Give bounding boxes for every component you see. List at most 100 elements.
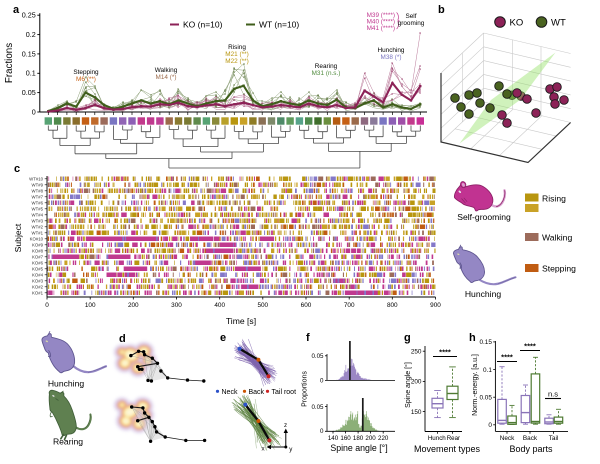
svg-text:KO (n=10): KO (n=10)	[183, 20, 223, 30]
svg-text:700: 700	[344, 302, 355, 309]
svg-text:WT#8: WT#8	[32, 188, 44, 193]
svg-text:Hunching: Hunching	[465, 289, 502, 299]
svg-text:Stepping: Stepping	[542, 264, 576, 274]
svg-text:150: 150	[411, 409, 422, 416]
svg-text:KO#10: KO#10	[30, 236, 44, 241]
svg-text:0: 0	[488, 422, 492, 429]
svg-text:Walking: Walking	[155, 67, 178, 74]
svg-text:c: c	[14, 163, 20, 175]
svg-text:Self: Self	[405, 13, 416, 20]
svg-text:e: e	[220, 332, 226, 344]
svg-text:0.2: 0.2	[26, 30, 36, 39]
svg-text:0.15: 0.15	[22, 49, 36, 58]
svg-text:WT#2: WT#2	[32, 224, 44, 229]
svg-text:g: g	[404, 332, 411, 344]
svg-text:M14 (*): M14 (*)	[156, 74, 177, 81]
svg-text:Stepping: Stepping	[73, 69, 99, 76]
svg-text:KO#6: KO#6	[32, 260, 44, 265]
svg-text:WT#10: WT#10	[29, 176, 43, 181]
svg-text:Body parts: Body parts	[509, 444, 553, 454]
svg-text:Tail: Tail	[549, 435, 559, 442]
svg-text:h: h	[469, 332, 476, 344]
svg-text:Neck: Neck	[500, 435, 515, 442]
svg-text:Rearing: Rearing	[53, 437, 83, 447]
svg-text:Movement types: Movement types	[414, 444, 481, 454]
svg-text:0.05: 0.05	[311, 353, 324, 360]
svg-text:KO#5: KO#5	[32, 266, 44, 271]
svg-text:0.05: 0.05	[311, 404, 324, 411]
svg-text:400: 400	[214, 302, 225, 309]
svg-text:0.1: 0.1	[26, 69, 36, 78]
svg-text:Hunch: Hunch	[428, 435, 446, 442]
svg-text:250: 250	[411, 349, 422, 356]
svg-text:Fractions: Fractions	[4, 43, 15, 83]
svg-text:Spine angle [°]: Spine angle [°]	[404, 362, 412, 408]
svg-text:a: a	[13, 4, 20, 16]
svg-text:Norm.-energy. [a.u.]: Norm.-energy. [a.u.]	[472, 354, 479, 416]
svg-text:0.15: 0.15	[479, 339, 492, 346]
svg-text:0: 0	[45, 302, 49, 309]
svg-text:0: 0	[320, 428, 324, 435]
svg-text:WT#1: WT#1	[32, 230, 44, 235]
svg-text:140: 140	[328, 435, 339, 442]
svg-text:220: 220	[378, 435, 389, 442]
svg-text:grooming: grooming	[398, 20, 425, 27]
svg-text:f: f	[306, 332, 310, 344]
svg-text:0.05: 0.05	[479, 395, 492, 402]
svg-text:b: b	[438, 4, 445, 16]
svg-text:M31 (n.s.): M31 (n.s.)	[312, 70, 341, 77]
svg-text:200: 200	[365, 435, 376, 442]
svg-text:Back: Back	[249, 389, 265, 396]
svg-text:M40 (****): M40 (****)	[367, 19, 395, 26]
svg-text:WT (n=10): WT (n=10)	[259, 20, 299, 30]
svg-text:****: ****	[524, 342, 536, 351]
svg-text:180: 180	[353, 435, 364, 442]
svg-text:y: y	[289, 446, 293, 453]
svg-text:KO#7: KO#7	[32, 254, 44, 259]
svg-text:160: 160	[340, 435, 351, 442]
svg-text:****: ****	[439, 348, 451, 357]
svg-text:Rear: Rear	[447, 435, 460, 442]
svg-text:Time [s]: Time [s]	[226, 316, 256, 326]
svg-text:600: 600	[301, 302, 312, 309]
svg-text:0.25: 0.25	[22, 11, 36, 20]
svg-text:0.1: 0.1	[483, 367, 492, 374]
svg-text:WT#6: WT#6	[32, 200, 44, 205]
svg-text:0: 0	[32, 107, 36, 116]
svg-text:Neck: Neck	[222, 389, 238, 396]
svg-text:M22 (**): M22 (**)	[225, 58, 248, 65]
svg-text:Spine angle [°]: Spine angle [°]	[330, 443, 387, 453]
svg-text:0.05: 0.05	[22, 88, 36, 97]
svg-text:****: ****	[501, 353, 513, 362]
svg-text:KO#3: KO#3	[32, 278, 44, 283]
svg-text:Self-grooming: Self-grooming	[457, 212, 511, 222]
svg-text:KO#2: KO#2	[32, 284, 44, 289]
svg-text:z: z	[284, 422, 287, 429]
svg-text:800: 800	[387, 302, 398, 309]
svg-text:KO#8: KO#8	[32, 248, 44, 253]
svg-text:Subject: Subject	[13, 223, 23, 252]
svg-text:KO: KO	[510, 18, 524, 29]
svg-text:Back: Back	[523, 435, 538, 442]
svg-text:Tail root: Tail root	[272, 389, 297, 396]
svg-text:900: 900	[430, 302, 441, 309]
svg-text:KO#4: KO#4	[32, 272, 44, 277]
svg-text:Hunching: Hunching	[377, 47, 404, 54]
svg-text:WT: WT	[551, 18, 566, 29]
svg-text:300: 300	[171, 302, 182, 309]
svg-text:Rising: Rising	[228, 44, 246, 51]
svg-text:WT#7: WT#7	[32, 194, 44, 199]
svg-text:500: 500	[257, 302, 268, 309]
svg-text:M6 (**): M6 (**)	[76, 76, 96, 83]
svg-text:200: 200	[128, 302, 139, 309]
svg-text:d: d	[119, 333, 126, 345]
svg-text:n.s: n.s	[548, 390, 558, 399]
svg-text:M21 (**): M21 (**)	[225, 51, 248, 58]
svg-text:x: x	[262, 445, 266, 452]
svg-text:Hunching: Hunching	[48, 379, 85, 389]
svg-text:KO#1: KO#1	[32, 290, 44, 295]
svg-text:Walking: Walking	[542, 233, 572, 243]
svg-text:200: 200	[411, 379, 422, 386]
svg-text:M39 (****): M39 (****)	[367, 12, 395, 19]
svg-text:WT#5: WT#5	[32, 206, 44, 211]
